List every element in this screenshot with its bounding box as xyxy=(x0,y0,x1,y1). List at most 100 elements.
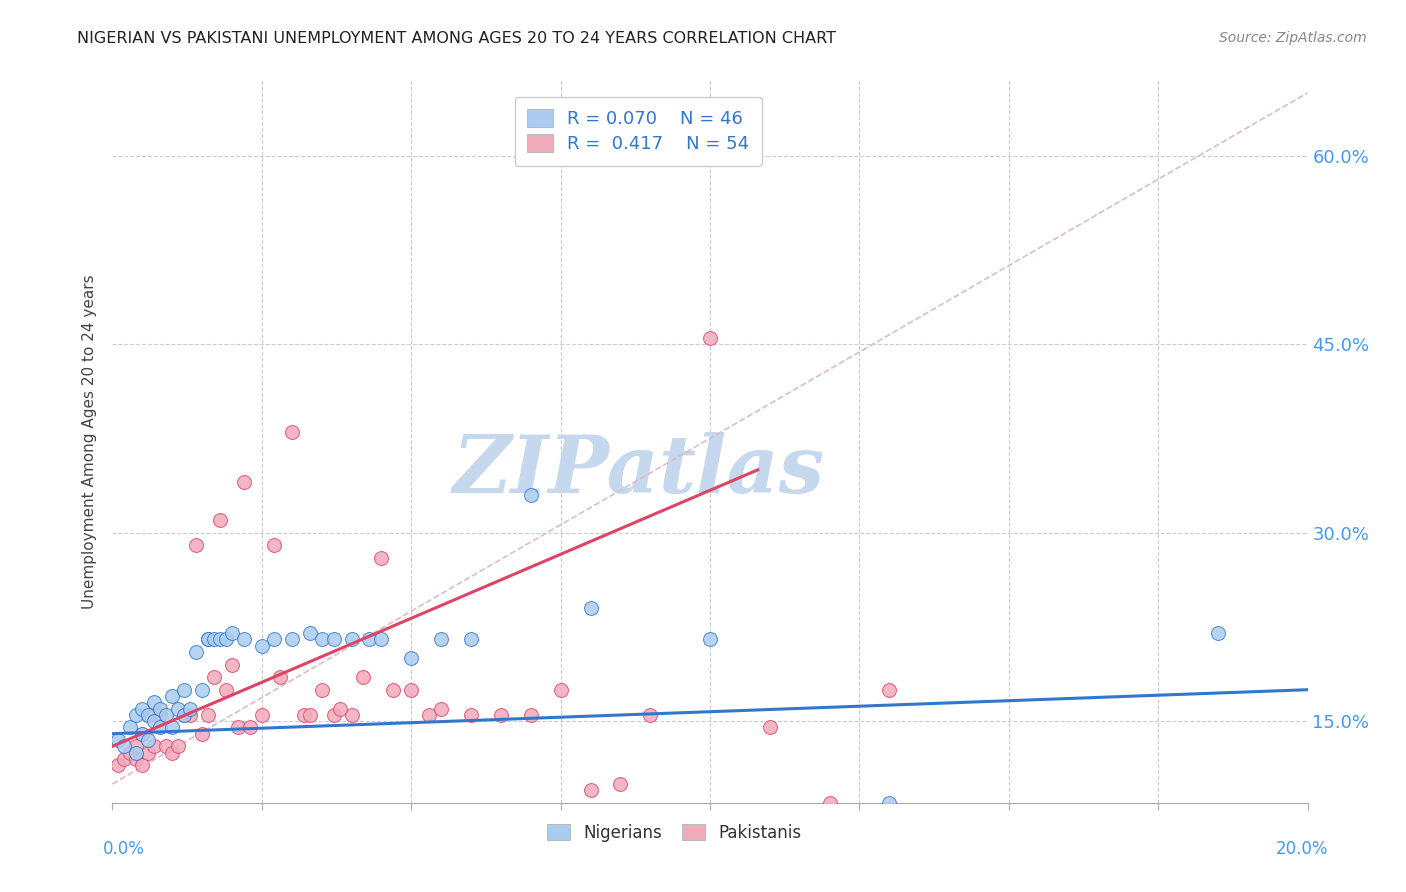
Point xyxy=(155,739,177,754)
Point xyxy=(191,682,214,697)
Point xyxy=(609,777,631,791)
Point xyxy=(239,720,262,734)
Point xyxy=(879,682,901,697)
Point xyxy=(197,632,219,647)
Text: NIGERIAN VS PAKISTANI UNEMPLOYMENT AMONG AGES 20 TO 24 YEARS CORRELATION CHART: NIGERIAN VS PAKISTANI UNEMPLOYMENT AMONG… xyxy=(77,31,837,46)
Point xyxy=(281,425,304,439)
Point xyxy=(640,707,662,722)
Point xyxy=(125,739,148,754)
Point xyxy=(167,701,190,715)
Point xyxy=(1206,626,1229,640)
Text: Source: ZipAtlas.com: Source: ZipAtlas.com xyxy=(1219,31,1367,45)
Point xyxy=(669,149,692,163)
Point xyxy=(143,714,166,728)
Point xyxy=(120,746,142,760)
Point xyxy=(250,707,273,722)
Text: 20.0%: 20.0% xyxy=(1277,840,1329,858)
Point xyxy=(197,707,219,722)
Point xyxy=(191,727,214,741)
Point xyxy=(186,538,208,552)
Point xyxy=(311,632,333,647)
Point xyxy=(233,475,256,490)
Point xyxy=(162,720,183,734)
Point xyxy=(250,639,273,653)
Point xyxy=(114,739,135,754)
Point xyxy=(149,701,172,715)
Point xyxy=(233,632,256,647)
Point xyxy=(120,720,142,734)
Point xyxy=(138,746,160,760)
Point xyxy=(202,632,225,647)
Point xyxy=(131,758,153,772)
Point xyxy=(370,632,392,647)
Point xyxy=(460,632,482,647)
Point xyxy=(759,720,782,734)
Point xyxy=(418,707,440,722)
Point xyxy=(143,739,166,754)
Legend: Nigerians, Pakistanis: Nigerians, Pakistanis xyxy=(540,817,808,848)
Point xyxy=(221,626,243,640)
Point xyxy=(149,707,172,722)
Point xyxy=(215,632,238,647)
Point xyxy=(520,707,543,722)
Point xyxy=(107,758,129,772)
Point xyxy=(340,707,363,722)
Point xyxy=(269,670,291,684)
Point xyxy=(125,752,148,766)
Point xyxy=(520,488,543,502)
Point xyxy=(173,682,195,697)
Point xyxy=(818,796,841,810)
Point xyxy=(281,632,304,647)
Point xyxy=(226,720,249,734)
Point xyxy=(167,739,190,754)
Point xyxy=(131,727,153,741)
Point xyxy=(209,513,232,527)
Point xyxy=(114,752,135,766)
Point xyxy=(292,707,315,722)
Point xyxy=(340,632,363,647)
Point xyxy=(359,632,381,647)
Text: ZIPatlas: ZIPatlas xyxy=(453,432,824,509)
Point xyxy=(298,626,321,640)
Point xyxy=(125,707,148,722)
Point xyxy=(173,707,195,722)
Point xyxy=(125,746,148,760)
Point xyxy=(138,733,160,747)
Point xyxy=(430,701,453,715)
Point xyxy=(143,695,166,709)
Point xyxy=(401,651,423,665)
Point xyxy=(138,707,160,722)
Point xyxy=(311,682,333,697)
Text: 0.0%: 0.0% xyxy=(103,840,145,858)
Point xyxy=(162,746,183,760)
Point xyxy=(430,632,453,647)
Point xyxy=(370,550,392,565)
Point xyxy=(879,796,901,810)
Point xyxy=(221,657,243,672)
Point xyxy=(173,707,195,722)
Point xyxy=(263,538,285,552)
Point xyxy=(179,707,201,722)
Point xyxy=(209,632,232,647)
Point xyxy=(179,701,201,715)
Point xyxy=(202,670,225,684)
Point xyxy=(322,632,344,647)
Point xyxy=(329,701,352,715)
Point xyxy=(460,707,482,722)
Point xyxy=(162,689,183,703)
Point xyxy=(401,682,423,697)
Point xyxy=(131,701,153,715)
Point xyxy=(322,707,344,722)
Point xyxy=(579,783,602,797)
Point xyxy=(197,632,219,647)
Point xyxy=(107,733,129,747)
Point xyxy=(131,727,153,741)
Point xyxy=(579,601,602,615)
Point xyxy=(215,682,238,697)
Point xyxy=(149,720,172,734)
Point xyxy=(186,645,208,659)
Point xyxy=(155,707,177,722)
Y-axis label: Unemployment Among Ages 20 to 24 years: Unemployment Among Ages 20 to 24 years xyxy=(82,274,97,609)
Point xyxy=(138,707,160,722)
Point xyxy=(298,707,321,722)
